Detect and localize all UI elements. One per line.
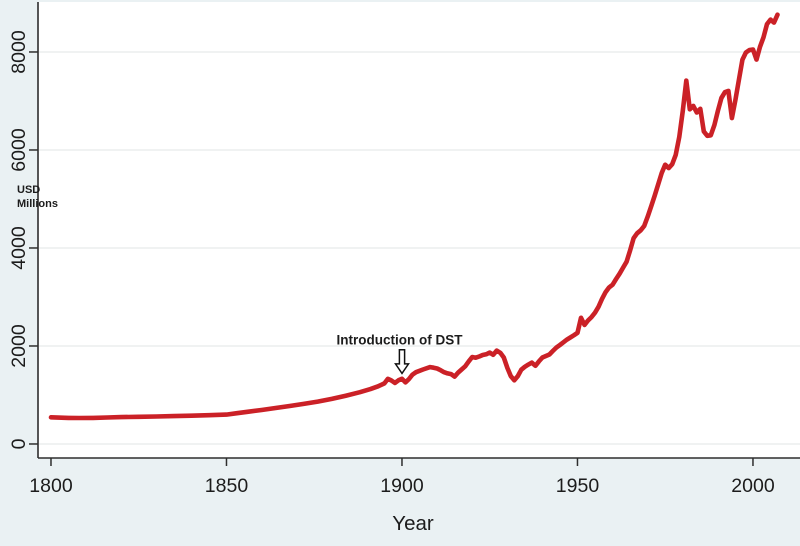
series-line (48, 12, 780, 421)
x-tick-label-1800: 1800 (29, 475, 73, 497)
y-tick-label-0: 0 (8, 438, 30, 449)
y-axis-title-line-2: Millions (17, 198, 58, 210)
y-tick-label-4000: 4000 (8, 226, 30, 270)
annotation-label: Introduction of DST (337, 333, 464, 348)
plot-area (38, 2, 800, 458)
x-tick-label-2000: 2000 (731, 475, 775, 497)
x-tick-label-1950: 1950 (556, 475, 600, 497)
y-tick-label-6000: 6000 (8, 128, 30, 172)
x-axis-title: Year (392, 512, 434, 535)
annotation-down-arrow-icon (394, 348, 410, 375)
y-tick-label-2000: 2000 (8, 324, 30, 368)
y-axis-title-line-1: USD (17, 184, 40, 196)
x-tick-label-1900: 1900 (380, 475, 424, 497)
x-tick-label-1850: 1850 (205, 475, 249, 497)
y-tick-label-8000: 8000 (8, 30, 30, 74)
